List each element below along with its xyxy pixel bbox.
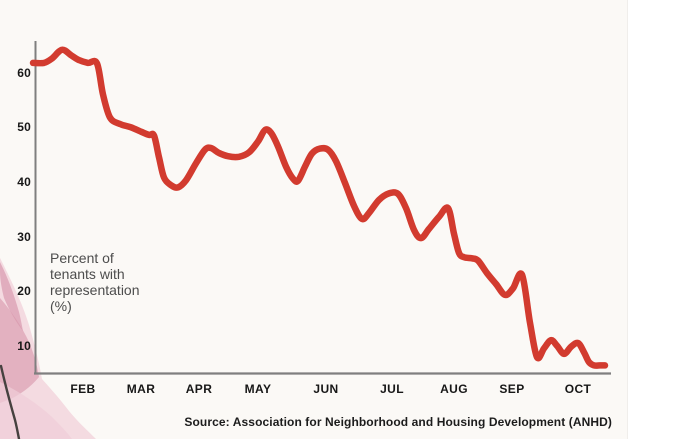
source-credit: Source: Association for Neighborhood and…: [184, 415, 612, 429]
y-tick-label: 30: [17, 229, 31, 244]
y-tick-label: 50: [17, 120, 31, 135]
month-label: JUL: [380, 382, 404, 396]
month-label: SEP: [499, 382, 525, 396]
month-label: AUG: [440, 382, 468, 396]
y-tick-label: 10: [17, 338, 31, 353]
month-label: JUN: [313, 382, 339, 396]
y-tick-label: 20: [17, 284, 31, 299]
month-label: APR: [185, 382, 213, 396]
y-tick-label: 60: [17, 65, 31, 80]
y-tick-label: 40: [17, 174, 31, 189]
month-label: OCT: [564, 382, 592, 396]
month-label: MAR: [126, 382, 156, 396]
month-label: FEB: [70, 382, 96, 396]
chart-card: [627, 0, 628, 439]
month-label: MAY: [244, 382, 272, 396]
chart-annotation: Percent of tenants with representation (…: [50, 250, 140, 314]
